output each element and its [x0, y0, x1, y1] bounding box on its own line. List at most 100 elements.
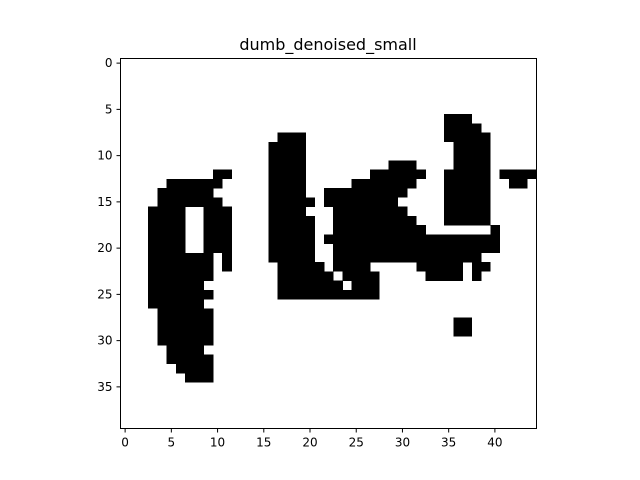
heatmap-cell [351, 280, 380, 291]
heatmap-cell [444, 114, 473, 124]
heatmap-cell [508, 178, 528, 189]
heatmap-cell [370, 169, 426, 180]
x-tick-label: 0 [121, 436, 129, 450]
heatmap-cell [453, 326, 473, 337]
heatmap-cell [268, 215, 316, 226]
y-tick-label: 20 [97, 241, 112, 255]
heatmap-cell [333, 206, 408, 217]
y-tick-label: 10 [97, 149, 112, 163]
heatmap-cell [277, 262, 325, 272]
heatmap-cell [157, 336, 214, 346]
heatmap-cell [323, 188, 408, 198]
heatmap-cell [212, 169, 232, 180]
heatmap-cell [268, 151, 306, 161]
heatmap-cell [444, 197, 491, 207]
heatmap-cell [277, 289, 380, 300]
heatmap-cell [203, 225, 232, 235]
heatmap-cell [416, 262, 463, 272]
heatmap-cell [453, 317, 473, 328]
heatmap-cell [268, 234, 316, 244]
y-tick-label: 15 [97, 195, 112, 209]
chart-title: dumb_denoised_small [239, 35, 416, 55]
y-tick-label: 0 [105, 56, 113, 70]
heatmap-cell [453, 160, 491, 170]
heatmap-cell [323, 197, 399, 207]
x-tick-label: 10 [210, 436, 225, 450]
heatmap-cell [157, 326, 214, 337]
heatmap-cell [268, 160, 306, 170]
heatmap-cell [166, 178, 223, 189]
heatmap-cell [277, 280, 343, 291]
heatmap-cell [268, 169, 306, 180]
heatmap-cell [268, 188, 306, 198]
heatmap-cell [444, 123, 482, 133]
y-axis: 0 5 10 15 20 25 30 35 [97, 56, 121, 394]
heatmap-cell [222, 262, 232, 272]
heatmap-cell [333, 225, 426, 235]
heatmap-cell [175, 363, 214, 374]
heatmap-cell [203, 215, 232, 226]
heatmap-cell [157, 188, 214, 198]
heatmap-cell [203, 206, 232, 217]
x-tick-label: 15 [256, 436, 271, 450]
heatmap-cell [157, 308, 214, 318]
heatmap-cell [444, 206, 491, 217]
heatmap-cell [268, 197, 316, 207]
plot-frame [120, 58, 537, 429]
heatmap-cell [157, 197, 223, 207]
heatmap-cell [148, 262, 214, 272]
heatmap-cell [148, 234, 186, 244]
heatmap-cell [351, 178, 417, 189]
heatmap-cell [148, 252, 214, 263]
x-axis: 0 5 10 15 20 25 30 35 40 [121, 428, 503, 450]
heatmap-cell [268, 141, 306, 152]
heatmap-cell [148, 225, 186, 235]
heatmap-cell [277, 132, 306, 143]
heatmap-cell [277, 271, 334, 281]
y-tick-label: 5 [105, 102, 113, 116]
x-tick-label: 35 [441, 436, 456, 450]
x-tick-label: 25 [349, 436, 364, 450]
heatmap-cell [425, 271, 463, 281]
heatmap-cell [166, 354, 214, 365]
heatmap-cell [388, 160, 417, 170]
heatmap-cell [499, 169, 537, 180]
heatmap-cell [268, 252, 316, 263]
heatmap-cell [471, 271, 482, 281]
heatmap-cell [268, 178, 306, 189]
heatmap-cell [333, 243, 500, 254]
heatmap-cell [203, 234, 232, 244]
heatmap-cell [157, 317, 214, 328]
y-tick-label: 35 [97, 380, 112, 394]
heatmap-cell [453, 141, 491, 152]
heatmap-cell [166, 345, 205, 355]
heatmap-cell [444, 215, 491, 226]
heatmap-cell [444, 188, 491, 198]
heatmap-cell [333, 262, 371, 272]
heatmap-cell [453, 151, 491, 161]
heatmap-cell [185, 373, 214, 383]
x-tick-label: 5 [168, 436, 176, 450]
heatmap-cell [148, 243, 186, 254]
heatmap-cell [268, 206, 306, 217]
heatmap-cell [268, 243, 316, 254]
heatmap-cell [444, 132, 491, 143]
heatmap-cell [222, 252, 232, 263]
heatmap-cell [490, 225, 500, 235]
heatmap-cell [148, 280, 205, 291]
heatmap-cell [444, 178, 491, 189]
heatmap-cell [333, 215, 417, 226]
heatmap-cell [148, 271, 214, 281]
y-tick-label: 30 [97, 334, 112, 348]
heatmap-cell [342, 271, 380, 281]
plot-area [120, 58, 537, 429]
heatmap-cell [203, 243, 232, 254]
heatmap-cell [148, 206, 186, 217]
heatmap-cell [148, 289, 214, 300]
heatmap-cell [148, 215, 186, 226]
heatmap-cell [444, 169, 491, 180]
x-tick-label: 20 [302, 436, 317, 450]
x-tick-label: 40 [487, 436, 502, 450]
y-tick-label: 25 [97, 287, 112, 301]
